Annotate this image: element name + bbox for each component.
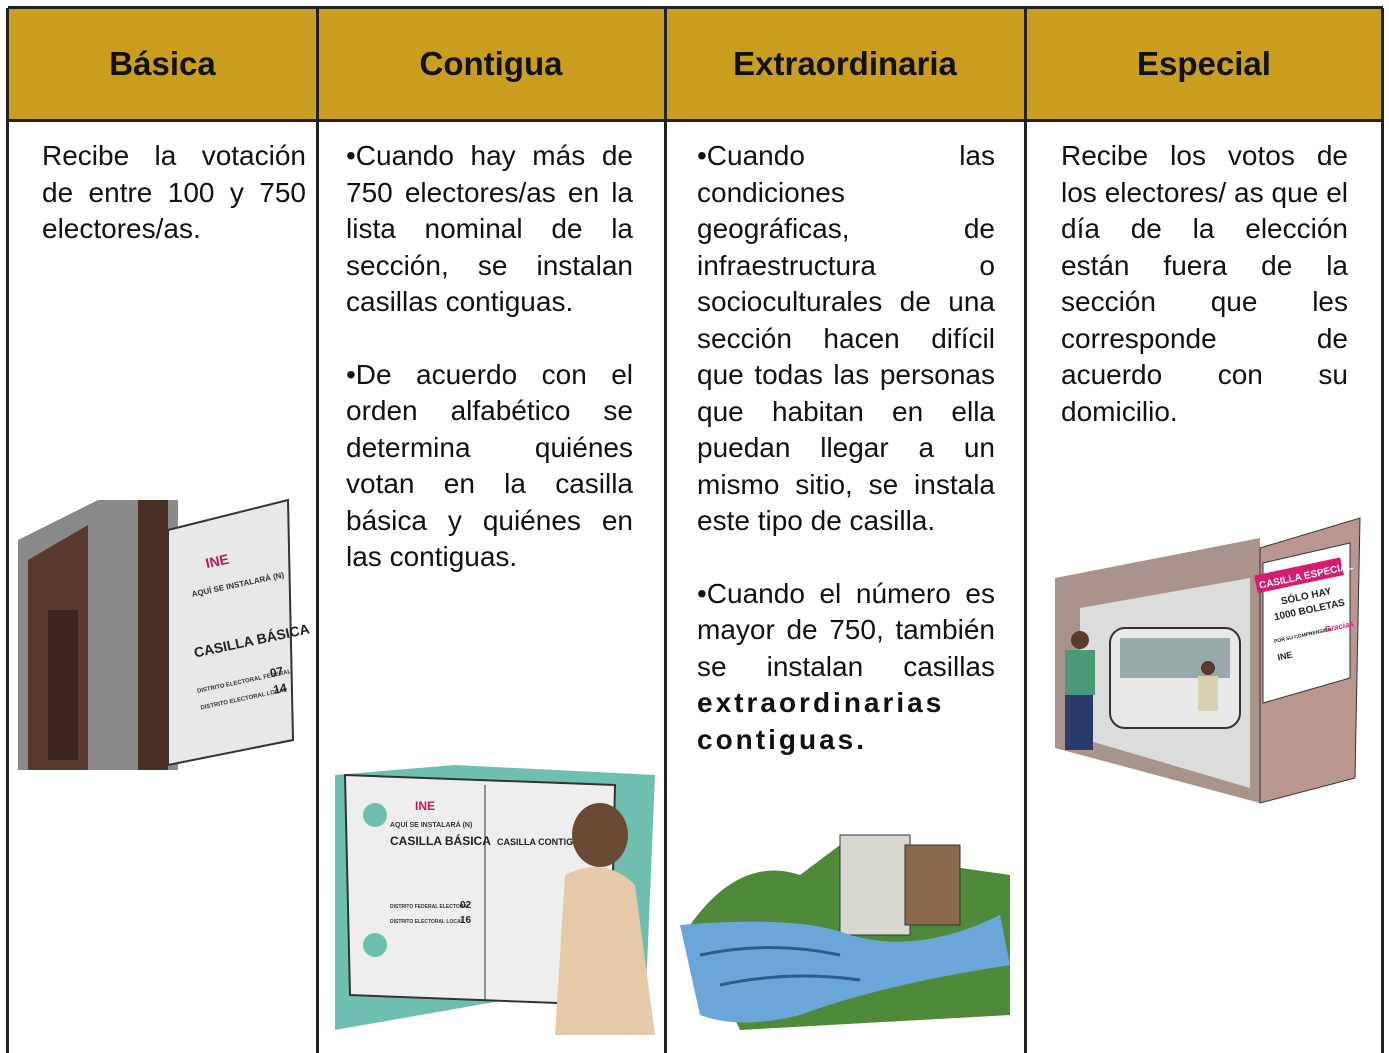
paragraph: Recibe la votación de entre 100 y 750 el… (42, 140, 306, 244)
sign-text: INE (1277, 650, 1294, 663)
header: Básica (8, 8, 317, 120)
illustration-especial: CASILLA ESPECIAL SÓLO HAY 1000 BOLETAS P… (1055, 517, 1361, 804)
sign-text: 14 (272, 680, 288, 697)
paragraph: •De acuerdo con el orden alfabético se d… (346, 358, 633, 573)
sign-text: INE (415, 799, 435, 813)
header: Contigua (317, 8, 665, 120)
cell: Recibe la votación de entre 100 y 750 el… (42, 138, 306, 284)
paragraph: •Cuando hay más de 750 electores/as en l… (346, 140, 633, 317)
cell: •Cuando hay más de 750 electores/as en l… (346, 138, 633, 612)
border (1024, 8, 1027, 1053)
sign-text: 02 (460, 900, 472, 911)
border (664, 8, 667, 1053)
sign-text: INE (204, 551, 230, 572)
border (6, 8, 9, 1053)
sign-text: CASILLA BÁSICA (390, 833, 491, 848)
cell: Recibe los votos de los electores/ as qu… (1061, 138, 1348, 466)
header: Especial (1025, 8, 1383, 120)
illustration-basica: INE AQUÍ SE INSTALARÁ (N) CASILLA BÁSICA… (18, 498, 311, 770)
paragraph: •Cuando el número es mayor de 750, tambi… (697, 576, 995, 759)
text: •Cuando el número es mayor de 750, tambi… (697, 577, 995, 682)
cell: •Cuando las condiciones geográficas, de … (697, 138, 995, 794)
border (8, 6, 1383, 9)
sign-text: 07 (269, 664, 285, 681)
illustration-extraordinaria (680, 834, 1010, 1030)
sign-text: DISTRITO ELECTORAL LOCAL (390, 919, 464, 925)
paragraph: Recibe los votos de los electores/ as qu… (1061, 140, 1348, 427)
paragraph: •Cuando las condiciones geográficas, de … (697, 140, 995, 536)
sign-text: 16 (460, 915, 472, 926)
border (8, 119, 1383, 122)
header: Extraordinaria (665, 8, 1025, 120)
illustration-contigua: INE AQUÍ SE INSTALARÁ (N) CASILLA BÁSICA… (335, 765, 655, 1035)
sign-text: AQUÍ SE INSTALARÁ (N) (390, 820, 472, 829)
sign-text: CASILLA CONTIGUA (497, 837, 587, 847)
bold-text: extraordinarias contiguas. (697, 687, 945, 755)
border (1381, 8, 1384, 1053)
border (316, 8, 319, 1053)
sign-text: DISTRITO FEDERAL ELECTORAL (390, 904, 470, 910)
